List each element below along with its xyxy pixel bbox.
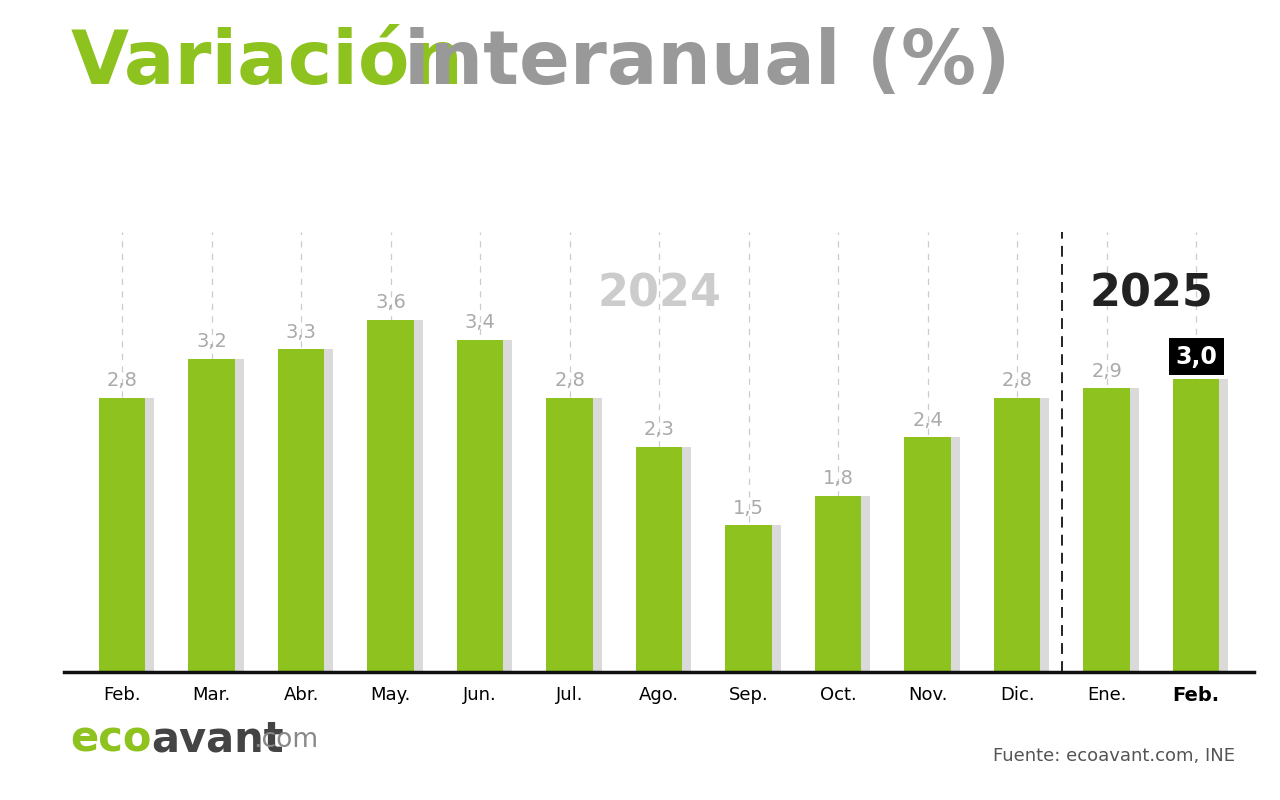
Text: Variación: Variación: [70, 27, 463, 100]
Text: interanual (%): interanual (%): [378, 27, 1010, 100]
Bar: [995, 398, 1041, 672]
Text: 2025: 2025: [1089, 272, 1213, 315]
Bar: [457, 339, 503, 672]
Bar: [726, 526, 772, 672]
Bar: [735, 526, 781, 672]
Bar: [278, 350, 324, 672]
Text: 3,3: 3,3: [285, 322, 316, 342]
Bar: [108, 398, 155, 672]
Bar: [547, 398, 593, 672]
Bar: [1004, 398, 1050, 672]
Bar: [905, 438, 951, 672]
Text: 2,8: 2,8: [554, 371, 585, 390]
Text: .com: .com: [253, 727, 319, 753]
Bar: [1172, 378, 1220, 672]
Text: 3,4: 3,4: [465, 313, 495, 332]
Text: 3,0: 3,0: [1175, 345, 1217, 369]
Bar: [1083, 389, 1130, 672]
Bar: [1092, 389, 1139, 672]
Bar: [824, 496, 870, 672]
Bar: [367, 320, 413, 672]
Bar: [99, 398, 146, 672]
Bar: [914, 438, 960, 672]
Text: 3,6: 3,6: [375, 293, 406, 312]
Text: 3,2: 3,2: [196, 332, 227, 351]
Text: 2,8: 2,8: [1002, 371, 1033, 390]
Text: 2,3: 2,3: [644, 420, 675, 439]
Text: 2,9: 2,9: [1092, 362, 1123, 381]
Bar: [556, 398, 602, 672]
Bar: [287, 350, 333, 672]
Bar: [645, 447, 691, 672]
Bar: [188, 359, 236, 672]
Text: avant: avant: [151, 719, 284, 761]
Text: Fuente: ecoavant.com, INE: Fuente: ecoavant.com, INE: [993, 747, 1235, 765]
Text: 1,5: 1,5: [733, 498, 764, 518]
Bar: [1181, 378, 1229, 672]
Bar: [466, 339, 512, 672]
Text: 1,8: 1,8: [823, 469, 854, 488]
Text: eco: eco: [70, 719, 152, 761]
Bar: [636, 447, 682, 672]
Bar: [376, 320, 422, 672]
Text: 2,4: 2,4: [913, 410, 943, 430]
Bar: [815, 496, 861, 672]
Text: 2,8: 2,8: [106, 371, 138, 390]
Text: 2024: 2024: [598, 272, 721, 315]
Bar: [197, 359, 244, 672]
